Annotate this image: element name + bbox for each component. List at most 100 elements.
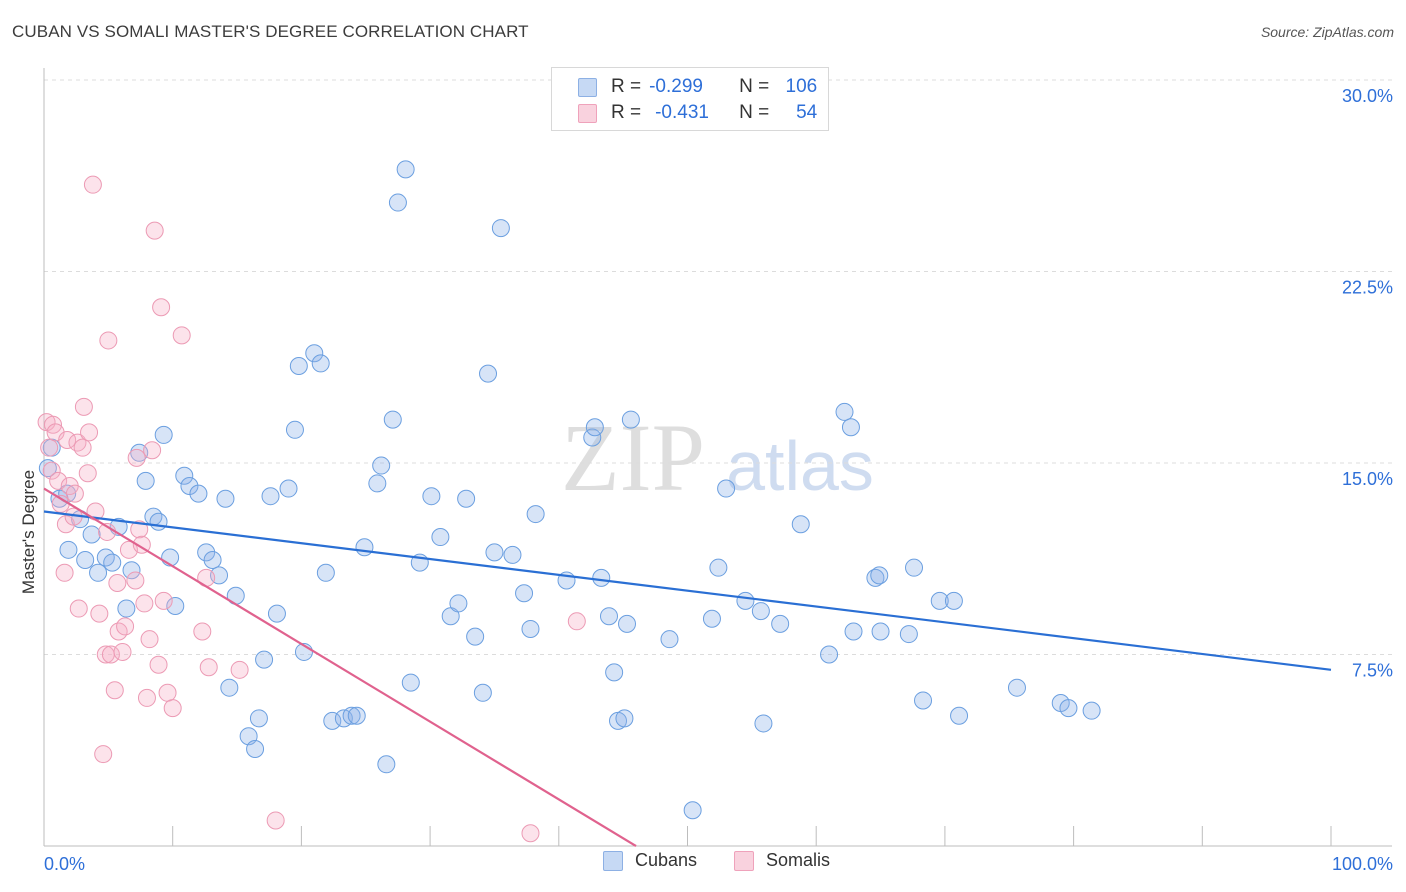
tick-labels: 7.5% 15.0% 22.5% 30.0% 0.0% 100.0% bbox=[44, 86, 1393, 874]
cubans-point bbox=[521, 619, 540, 638]
somalis-point bbox=[80, 423, 99, 442]
cubans-point bbox=[401, 673, 420, 692]
legend-row-cubans: R = -0.299 N = 106 bbox=[578, 74, 817, 100]
watermark-zip: ZIP bbox=[561, 404, 705, 511]
somalis-point bbox=[172, 326, 191, 345]
cubans-point bbox=[396, 160, 415, 179]
cubans-point bbox=[621, 410, 640, 429]
cubans-point bbox=[166, 596, 185, 615]
somalis-point bbox=[83, 175, 102, 194]
watermark-atlas: atlas bbox=[726, 427, 874, 505]
cubans-point bbox=[246, 739, 265, 758]
y-tick-label: 7.5% bbox=[1352, 661, 1393, 681]
cubans-point bbox=[59, 540, 78, 559]
y-axis-label: Master's Degree bbox=[19, 470, 38, 594]
cubans-point bbox=[220, 678, 239, 697]
somalis-point bbox=[126, 571, 145, 590]
somalis-point bbox=[143, 441, 162, 460]
cubans-point bbox=[844, 622, 863, 641]
cubans-point bbox=[717, 479, 736, 498]
somalis-legend-swatch bbox=[734, 850, 754, 871]
somalis-point bbox=[55, 563, 74, 582]
cubans-point bbox=[791, 515, 810, 534]
trend-lines bbox=[43, 487, 1332, 847]
legend-item-cubans[interactable]: Cubans bbox=[603, 850, 697, 871]
y-tick-label: 22.5% bbox=[1342, 278, 1393, 298]
legend-item-somalis[interactable]: Somalis bbox=[734, 850, 830, 871]
cubans-point bbox=[914, 691, 933, 710]
cubans-point bbox=[1059, 699, 1078, 718]
cubans-swatch bbox=[578, 77, 597, 97]
legend-r-value: -0.299 bbox=[649, 76, 703, 97]
somalis-point bbox=[69, 599, 88, 618]
cubans-point bbox=[615, 709, 634, 728]
cubans-point bbox=[117, 599, 136, 618]
y-axis-label-wrap: Master's Degree bbox=[6, 392, 46, 672]
cubans-point bbox=[466, 627, 485, 646]
legend-r-label: R = bbox=[611, 102, 642, 123]
somalis-point bbox=[521, 824, 540, 843]
somalis-point bbox=[105, 681, 124, 700]
somalis-point bbox=[99, 331, 118, 350]
somalis-point bbox=[78, 464, 97, 483]
cubans-trend-line bbox=[43, 510, 1332, 671]
stats-legend: R = -0.299 N = 106 R = -0.431 N = 54 bbox=[551, 67, 829, 131]
legend-r-label: R = bbox=[611, 76, 642, 97]
cubans-point bbox=[261, 487, 280, 506]
legend-row-somalis: R = -0.431 N = 54 bbox=[578, 100, 817, 126]
cubans-point bbox=[388, 193, 407, 212]
cubans-point bbox=[383, 410, 402, 429]
cubans-point bbox=[683, 801, 702, 820]
legend-r-value: -0.431 bbox=[655, 102, 709, 123]
cubans-point bbox=[203, 551, 222, 570]
somalis-point bbox=[130, 520, 149, 539]
cubans-point bbox=[473, 683, 492, 702]
cubans-point bbox=[355, 538, 374, 557]
data-points bbox=[37, 160, 1101, 843]
cubans-point bbox=[311, 354, 330, 373]
somalis-point bbox=[94, 745, 113, 764]
cubans-point bbox=[605, 663, 624, 682]
cubans-point bbox=[175, 466, 194, 485]
cubans-point bbox=[289, 356, 308, 375]
cubans-point bbox=[1007, 678, 1026, 697]
cubans-point bbox=[89, 563, 108, 582]
somalis-point bbox=[193, 622, 212, 641]
cubans-point bbox=[180, 476, 199, 495]
legend-n-label: N = bbox=[739, 102, 770, 123]
cubans-point bbox=[599, 607, 618, 626]
cubans-point bbox=[592, 568, 611, 587]
y-tick-label: 15.0% bbox=[1342, 469, 1393, 489]
cubans-point bbox=[122, 561, 141, 580]
cubans-point bbox=[820, 645, 839, 664]
cubans-point bbox=[526, 505, 545, 524]
x-tick-label-max: 100.0% bbox=[1332, 854, 1393, 874]
cubans-point bbox=[871, 622, 890, 641]
somalis-point bbox=[40, 438, 59, 457]
somalis-point bbox=[58, 431, 77, 450]
somalis-point bbox=[56, 515, 75, 534]
somalis-point bbox=[113, 642, 132, 661]
chart-title: CUBAN VS SOMALI MASTER'S DEGREE CORRELAT… bbox=[12, 22, 529, 41]
somalis-point bbox=[266, 811, 285, 830]
cubans-point bbox=[585, 418, 604, 437]
somalis-point bbox=[65, 484, 84, 503]
cubans-point bbox=[189, 484, 208, 503]
somalis-point bbox=[90, 604, 109, 623]
legend-n-value: 106 bbox=[785, 76, 818, 97]
somalis-swatch bbox=[578, 103, 597, 123]
somalis-point bbox=[152, 298, 171, 317]
somalis-point bbox=[230, 660, 249, 679]
x-tick-label-min: 0.0% bbox=[44, 854, 85, 874]
cubans-point bbox=[515, 584, 534, 603]
somalis-point bbox=[154, 591, 173, 610]
cubans-point bbox=[347, 706, 366, 725]
cubans-point bbox=[841, 418, 860, 437]
cubans-point bbox=[305, 344, 324, 363]
cubans-point bbox=[583, 428, 602, 447]
cubans-point bbox=[899, 625, 918, 644]
cubans-point bbox=[449, 594, 468, 613]
somalis-point bbox=[116, 617, 135, 636]
cubans-point bbox=[702, 609, 721, 628]
